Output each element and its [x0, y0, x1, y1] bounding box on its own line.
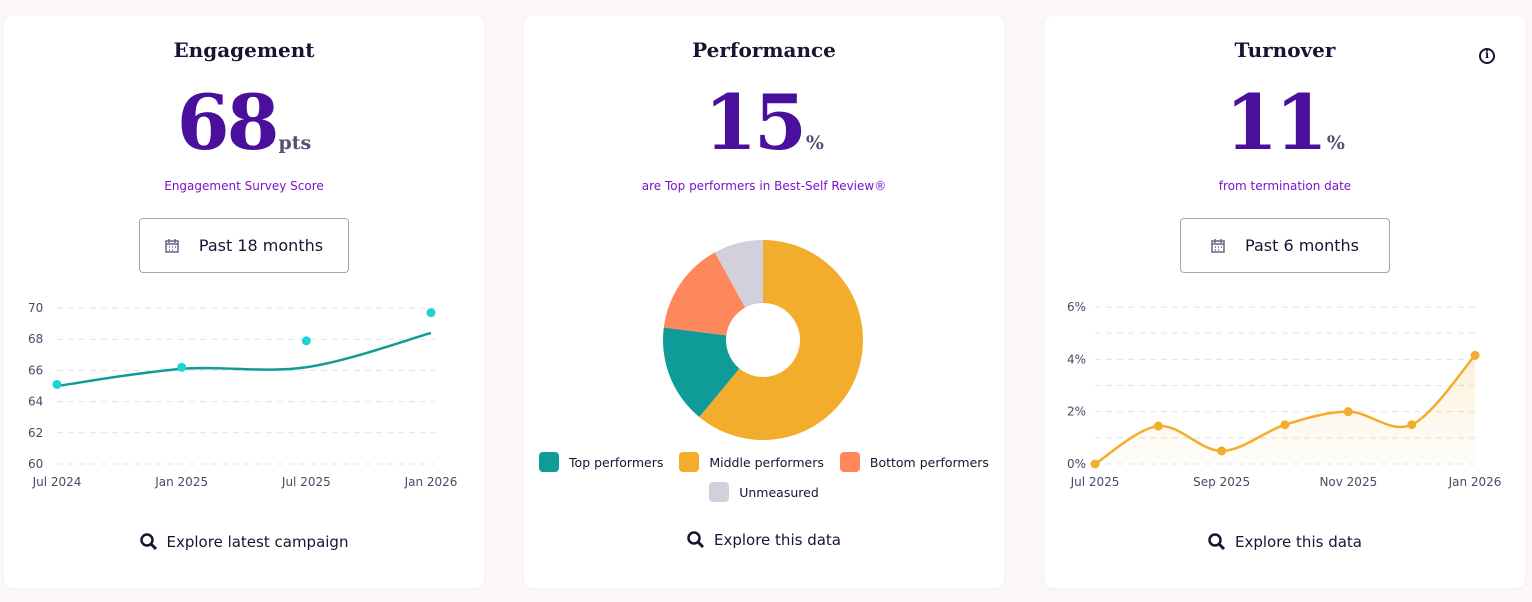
legend-label: Middle performers	[709, 454, 824, 470]
y-tick-label: 62	[28, 426, 43, 440]
search-icon	[687, 531, 705, 549]
engagement-chart: 60 62 64 66 68 70 Jul 2024 Jan 2025 Jul 2025 Jan …	[28, 301, 458, 489]
y-tick-label: 68	[28, 332, 43, 346]
x-tick-label: Nov 2025	[1319, 475, 1377, 489]
data-point	[177, 362, 187, 372]
explore-data-link[interactable]: Explore this data	[1045, 533, 1525, 551]
search-icon	[1208, 533, 1226, 551]
performance-score: 15%	[524, 78, 1004, 167]
area-fill	[1095, 355, 1475, 464]
chart-legend: Top performers Middle performers Bottom pe…	[524, 452, 1004, 502]
y-tick-label: 6%	[1067, 300, 1086, 314]
card-title: Performance	[692, 38, 836, 62]
date-range-button[interactable]: Past 6 months	[1180, 218, 1390, 273]
turnover-chart: 0% 2% 4% 6% Jul 2025 Sep 2025 Nov 2025 Jan 2026	[1067, 300, 1502, 489]
data-point	[1090, 459, 1100, 469]
turnover-score: 11%	[1045, 78, 1525, 167]
x-tick-label: Jul 2025	[281, 475, 331, 489]
explore-label: Explore this data	[1235, 533, 1362, 551]
range-label: Past 18 months	[198, 236, 324, 255]
pie-slice-unmeasured	[714, 240, 763, 308]
explore-campaign-link[interactable]: Explore latest campaign	[4, 533, 484, 551]
y-tick-label: 4%	[1067, 352, 1086, 366]
score-value: 68	[176, 78, 280, 167]
y-tick-label: 64	[28, 395, 43, 409]
explore-label: Explore this data	[714, 531, 841, 549]
legend-swatch	[539, 452, 560, 472]
legend-label: Bottom performers	[869, 454, 989, 470]
date-range-button[interactable]: Past 18 months	[139, 218, 349, 273]
x-tick-label: Jul 2024	[32, 475, 82, 489]
engagement-card: Engagement 68 pts Engagement Survey Score…	[4, 16, 484, 588]
card-title: Turnover	[1234, 38, 1336, 62]
calendar-icon	[1211, 238, 1225, 253]
explore-label: Explore latest campaign	[166, 533, 349, 551]
legend-item[interactable]: Middle performers	[679, 452, 824, 472]
range-label: Past 6 months	[1245, 236, 1359, 255]
legend-swatch	[839, 452, 860, 472]
performance-card: Performance 15% are Top performers in Be…	[524, 16, 1004, 588]
performance-donut-chart	[663, 240, 863, 440]
search-icon	[139, 533, 157, 551]
score-unit: %	[805, 132, 824, 154]
data-point	[426, 308, 436, 318]
data-point	[1280, 420, 1290, 430]
data-point	[1470, 350, 1480, 360]
y-tick-label: 60	[28, 457, 43, 471]
score-value: 15	[704, 78, 807, 167]
x-tick-label: Jan 2025	[154, 475, 208, 489]
data-point	[1343, 407, 1353, 417]
score-unit: pts	[278, 132, 312, 154]
y-tick-label: 70	[28, 301, 43, 315]
score-subtitle: from termination date	[1218, 179, 1352, 193]
x-tick-label: Jan 2026	[404, 475, 458, 489]
data-point	[1153, 421, 1163, 431]
legend-swatch	[709, 482, 730, 502]
pie-slice-middle-performers	[699, 240, 863, 440]
y-tick-label: 2%	[1067, 405, 1086, 419]
engagement-score: 68 pts	[4, 78, 484, 167]
legend-swatch	[679, 452, 700, 472]
info-icon[interactable]: i	[1479, 48, 1495, 64]
data-point	[301, 336, 311, 346]
legend-item[interactable]: Bottom performers	[839, 452, 989, 472]
x-tick-label: Jan 2026	[1448, 475, 1502, 489]
explore-data-link[interactable]: Explore this data	[524, 531, 1004, 549]
calendar-icon	[165, 238, 179, 253]
score-value: 11	[1225, 78, 1328, 167]
legend-item[interactable]: Top performers	[539, 452, 663, 472]
y-tick-label: 0%	[1067, 457, 1086, 471]
data-point	[1217, 446, 1227, 456]
y-tick-label: 66	[28, 363, 43, 377]
pie-slice-top-performers	[663, 327, 740, 418]
score-subtitle: Engagement Survey Score	[164, 179, 324, 193]
x-tick-label: Jul 2025	[1070, 475, 1120, 489]
legend-item[interactable]: Unmeasured	[709, 482, 819, 502]
turnover-card: Turnover i 11% from termination date Pas…	[1045, 16, 1525, 588]
pie-slice-bottom-performers	[663, 252, 746, 336]
legend-label: Unmeasured	[739, 484, 819, 500]
legend-label: Top performers	[569, 454, 664, 470]
score-unit: %	[1326, 132, 1345, 154]
data-point	[52, 379, 62, 389]
card-title: Engagement	[173, 38, 315, 62]
score-subtitle: are Top performers in Best-Self Review®	[641, 179, 887, 193]
data-point	[1407, 420, 1417, 430]
trend-line	[56, 331, 432, 388]
x-tick-label: Sep 2025	[1193, 475, 1250, 489]
